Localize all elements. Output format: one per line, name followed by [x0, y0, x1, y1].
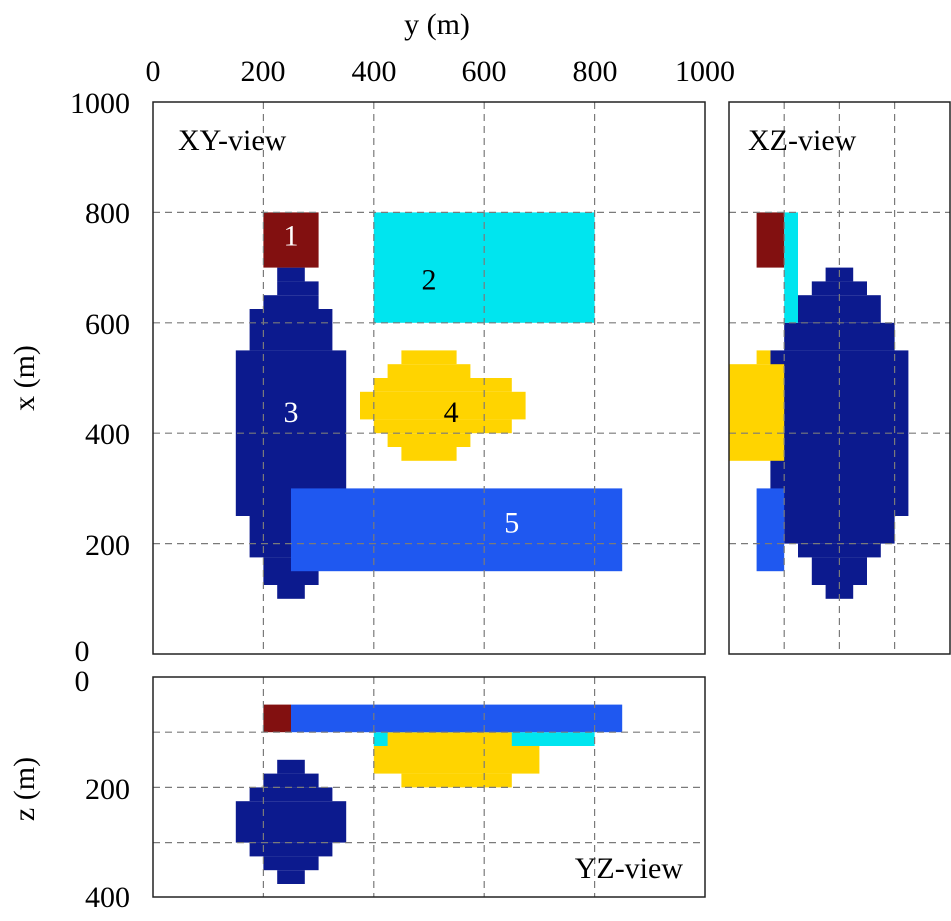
xy-panel-frame [152, 101, 706, 655]
x-tick-label: 400 [85, 418, 130, 451]
body-4-xy-footprint [401, 447, 457, 461]
xz-panel-frame [728, 101, 951, 655]
y-tick-label: 600 [462, 55, 507, 88]
y-tick-label: 800 [573, 55, 618, 88]
body-2-number-label: 2 [422, 264, 437, 297]
body-1-xz-footprint [756, 212, 785, 268]
body-3-xy-footprint [277, 585, 305, 599]
x-tick-label: 1000 [70, 87, 130, 120]
body-3-yz-footprint [249, 842, 333, 857]
yz-grid [153, 677, 705, 897]
body-4-xy-footprint [387, 364, 471, 378]
body-4-xy-footprint [373, 419, 512, 434]
xz-bodies [729, 212, 909, 599]
body-1-xy-footprint [263, 212, 319, 268]
xy-body-numbers: 1 2 3 4 5 [284, 220, 520, 540]
z-axis-ticks: 0 200 400 [75, 665, 131, 914]
body-3-yz-footprint [277, 870, 305, 884]
body-1-yz-footprint [263, 704, 291, 733]
body-4-xy-footprint [401, 350, 457, 365]
yz-view-label: YZ-view [575, 852, 684, 885]
body-3-xy-footprint [249, 309, 333, 351]
z-tick-label: 0 [75, 665, 90, 698]
body-3-yz-footprint [263, 773, 319, 788]
x-tick-label: 800 [85, 197, 130, 230]
y-tick-label: 400 [352, 55, 397, 88]
body-3-yz-footprint [249, 787, 333, 802]
x-tick-label: 200 [85, 529, 130, 562]
xz-view-panel: XZ-view [728, 101, 951, 655]
body-3-yz-footprint [263, 856, 319, 871]
z-axis-title: z (m) [8, 757, 41, 821]
body-4-number-label: 4 [444, 396, 459, 429]
body-4-yz-footprint [373, 746, 540, 774]
body-5-xy-footprint [291, 488, 623, 572]
xy-view-label: XY-view [178, 124, 287, 157]
yz-panel-frame [152, 676, 706, 898]
body-4-yz-footprint [387, 732, 512, 746]
yz-bodies [235, 704, 623, 884]
body-5-yz-footprint [291, 704, 623, 733]
body-3-yz-footprint [277, 759, 305, 774]
body-4-xz-footprint [729, 364, 785, 461]
body-3-xy-footprint [263, 295, 319, 309]
xy-view-panel: 1 2 3 4 5 XY-view [152, 101, 706, 655]
body-1-number-label: 1 [284, 220, 299, 253]
body-4-xz-footprint [756, 350, 771, 365]
x-tick-label: 0 [75, 635, 90, 668]
x-tick-label: 600 [85, 308, 130, 341]
body-4-yz-footprint [401, 773, 512, 788]
body-5-number-label: 5 [504, 507, 519, 540]
y-tick-label: 0 [146, 55, 161, 88]
y-tick-label: 1000 [675, 55, 735, 88]
body-3-xy-footprint [277, 267, 305, 282]
body-3-xy-footprint [277, 281, 319, 296]
body-4-xy-footprint [373, 378, 512, 392]
body-2-xy-footprint [373, 212, 595, 323]
z-tick-label: 400 [85, 881, 130, 914]
xy-grid [153, 102, 705, 654]
body-3-number-label: 3 [284, 396, 299, 429]
body-4-xy-footprint [387, 433, 471, 447]
body-3-xz-footprint [825, 585, 854, 599]
xz-view-label: XZ-view [748, 124, 857, 157]
x-axis-ticks: 1000 800 600 400 200 0 [70, 87, 130, 668]
body-4-xy-footprint [360, 391, 526, 420]
y-tick-label: 200 [241, 55, 286, 88]
y-axis-title: y (m) [404, 8, 470, 41]
x-axis-title: x (m) [8, 345, 41, 411]
z-tick-label: 200 [85, 773, 130, 806]
body-5-xz-footprint [756, 488, 785, 572]
body-2-xz-footprint [784, 212, 798, 323]
yz-view-panel: YZ-view [152, 676, 706, 898]
body-3-yz-footprint [235, 801, 347, 843]
y-axis-ticks: 0 200 400 600 800 1000 [146, 55, 736, 88]
xz-grid [729, 102, 950, 654]
